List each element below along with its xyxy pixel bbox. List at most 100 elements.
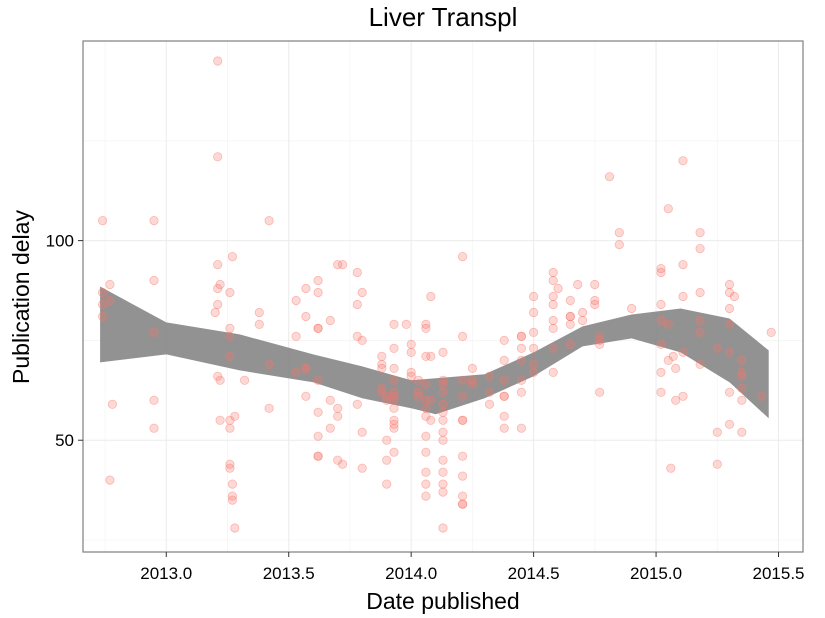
data-point [614,240,624,250]
data-point [382,479,392,489]
data-point [382,435,392,445]
data-point [548,367,558,377]
data-point [438,407,448,417]
data-point [457,491,468,501]
data-point [333,259,343,270]
data-point [352,331,362,341]
data-point [213,259,223,270]
x-tick-label: 2014.5 [508,564,560,583]
data-point [666,463,676,473]
data-point [426,291,436,302]
data-point [565,311,575,322]
data-point [457,499,468,509]
data-point [656,299,666,310]
data-point [712,459,722,469]
data-point [421,319,431,329]
data-point [421,403,431,413]
data-point [313,287,323,298]
data-point [565,319,575,329]
data-point [421,479,431,489]
data-point [548,315,558,326]
data-point [421,447,431,457]
data-point [756,391,767,401]
grid-lines [83,40,803,552]
data-point [313,323,323,333]
smooth-confidence-ribbon [100,286,769,419]
y-axis-label: Publication delay [8,210,34,384]
data-point [313,451,323,461]
data-point [457,451,468,461]
data-point [528,359,539,369]
data-point [604,172,615,182]
data-point [325,315,335,326]
data-point [210,307,220,318]
data-point [389,343,399,353]
data-point [548,343,558,353]
data-point [499,391,509,401]
data-point [421,395,431,405]
data-point [333,403,343,413]
data-point [499,355,509,365]
data-point [227,491,237,501]
data-point [352,399,362,409]
data-point [357,335,367,345]
data-point [413,391,424,401]
x-axis: 2013.0 2013.5 2014.0 2014.5 2015.0 2015.5 [140,552,805,583]
data-point [215,279,225,290]
data-point [663,204,673,214]
data-point [438,467,448,477]
data-point [291,295,301,306]
data-point [668,351,678,361]
data-point [724,319,735,329]
data-point [413,387,424,397]
data-point [595,339,605,349]
data-point [426,395,436,405]
data-point [225,331,235,341]
data-point [438,415,448,425]
data-point [724,303,735,314]
data-point [215,415,225,425]
data-point [737,395,747,405]
data-point [548,299,558,310]
data-point [105,475,115,485]
data-point [421,431,431,441]
data-point [590,279,600,290]
data-point [438,479,448,489]
data-point [548,291,558,302]
data-point [333,455,343,465]
y-tick-label: 100 [46,232,74,251]
data-point [438,375,448,385]
data-point [724,419,735,429]
data-point [230,523,240,533]
data-point [516,343,527,353]
data-point [528,327,539,337]
plot-panel [82,40,804,553]
data-point [313,323,323,333]
data-point [565,339,575,349]
data-point [227,479,237,489]
data-point [225,323,235,333]
data-point [553,283,563,294]
data-point [98,299,108,310]
data-point [724,387,735,397]
data-point [484,387,495,397]
data-point [313,451,323,461]
data-point [264,403,274,413]
data-point [457,471,468,481]
data-point [499,335,509,345]
data-point [389,375,399,385]
data-point [377,387,387,397]
data-point [230,411,240,421]
data-point [577,307,588,318]
data-point [528,291,539,302]
data-point [426,415,436,425]
data-point [382,391,392,401]
data-point [421,351,431,361]
data-point [301,391,311,401]
data-point [438,347,448,357]
data-point [225,463,235,473]
data-point [352,299,362,310]
data-point [389,387,399,397]
data-point [313,375,323,385]
data-point [225,423,235,433]
